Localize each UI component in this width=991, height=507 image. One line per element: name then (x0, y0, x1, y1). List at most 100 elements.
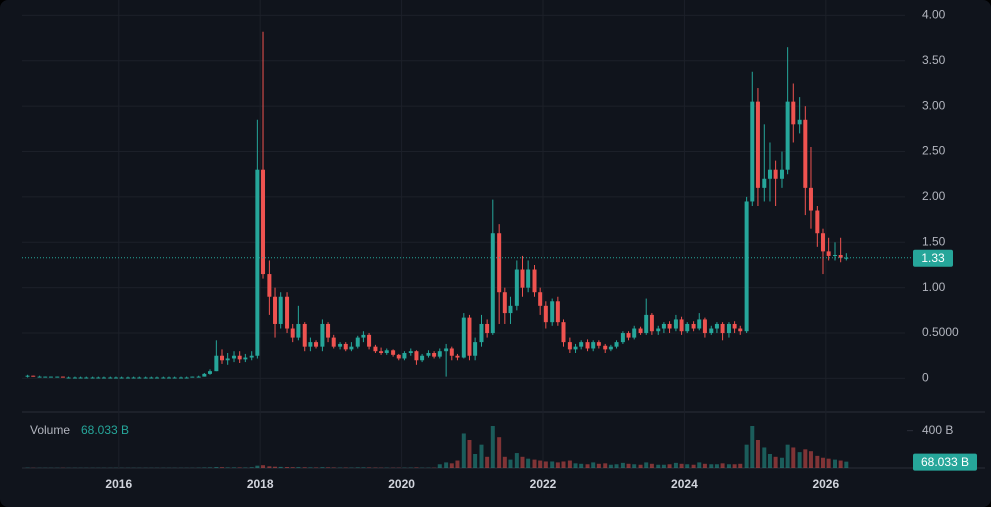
volume-bar (767, 454, 772, 468)
candle-body (620, 333, 625, 343)
candle-body (656, 328, 661, 332)
candle-body (37, 376, 42, 378)
volume-bar (738, 463, 743, 468)
candle-body (826, 251, 831, 256)
volume-bar (320, 467, 325, 468)
candle-body (343, 343, 348, 350)
candle-body (591, 342, 596, 349)
candle-body (697, 319, 702, 329)
y-tick-label: 1.00 (922, 280, 946, 294)
candle-body (367, 334, 372, 347)
candle-body (744, 201, 749, 332)
candle-body (296, 323, 301, 338)
x-tick-label: 2024 (671, 477, 698, 491)
candle-body (709, 328, 714, 334)
volume-bar (437, 464, 442, 468)
volume-bar (808, 451, 813, 468)
y-tick-label: 2.00 (922, 189, 946, 203)
volume-bar (585, 464, 590, 468)
volume-bar (290, 467, 295, 468)
candle-body (72, 377, 77, 379)
volume-bar (833, 459, 838, 468)
candle-body (90, 377, 95, 379)
candle-body (379, 351, 384, 354)
volume-bar (326, 467, 331, 468)
candle-body (538, 292, 543, 306)
candle-body (143, 377, 148, 379)
candle-body (714, 323, 719, 329)
volume-bar (603, 463, 608, 468)
candle-body (755, 101, 760, 188)
candle-body (815, 210, 820, 234)
candle-body (626, 333, 631, 338)
candle-body (237, 355, 242, 360)
candle-body (338, 343, 343, 347)
volume-bar (744, 444, 749, 468)
volume-bar (214, 467, 219, 468)
candle-body (673, 319, 678, 329)
volume-bar (579, 463, 584, 468)
last-volume-label: 68.033 B (921, 455, 969, 469)
candle-body (720, 323, 725, 334)
volume-bar (638, 464, 643, 468)
volume-bar (561, 461, 566, 468)
candle-body (308, 342, 313, 347)
volume-bar (656, 464, 661, 468)
volume-bar (591, 462, 596, 468)
candle-body (455, 355, 460, 358)
candle-body (179, 377, 183, 379)
candle-body (543, 305, 548, 323)
candle-body (502, 292, 507, 314)
candle-body (779, 169, 784, 179)
volume-bar (225, 467, 230, 468)
volume-bar (555, 462, 560, 468)
volume-bar (220, 467, 225, 468)
candle-body (261, 169, 266, 275)
volume-bar (709, 464, 714, 468)
volume-legend-value: 68.033 B (81, 423, 129, 437)
candle-body (154, 377, 159, 379)
candle-body (66, 377, 71, 379)
candle-body (432, 353, 437, 357)
y-tick-label: 3.50 (922, 53, 946, 67)
volume-bar (714, 464, 719, 468)
candle-body (101, 377, 106, 379)
volume-bar (302, 467, 307, 468)
candle-body (649, 314, 654, 332)
volume-bar (526, 458, 531, 468)
candle-body (585, 342, 590, 349)
y-tick-label: 2.50 (922, 144, 946, 158)
candle-body (78, 377, 83, 379)
volume-bar (473, 454, 478, 468)
candle-body (596, 342, 601, 346)
candle-body (833, 255, 838, 257)
candle-body (844, 257, 849, 259)
candle-body (738, 328, 743, 332)
volume-bar (750, 426, 755, 468)
candle-body (426, 353, 431, 356)
candle-body (461, 317, 466, 358)
candle-body (273, 296, 278, 324)
volume-bar (691, 464, 696, 468)
volume-bar (815, 455, 820, 468)
candle-body (125, 377, 130, 379)
x-tick-label: 2026 (812, 477, 839, 491)
volume-bar (285, 467, 290, 468)
candle-body (373, 346, 378, 352)
volume-bar (455, 460, 460, 468)
candle-body (661, 323, 666, 329)
candle-body (391, 350, 396, 355)
volume-bar (567, 460, 572, 468)
candle-body (43, 376, 48, 378)
volume-bar (620, 462, 625, 468)
candle-body (119, 377, 124, 379)
candle-body (331, 337, 336, 347)
volume-bar (838, 460, 843, 468)
candle-body (113, 377, 118, 379)
volume-bar (249, 467, 254, 468)
candle-body (25, 375, 30, 377)
candle-body (508, 305, 513, 314)
volume-bar (697, 462, 702, 468)
volume-bar (596, 463, 601, 468)
